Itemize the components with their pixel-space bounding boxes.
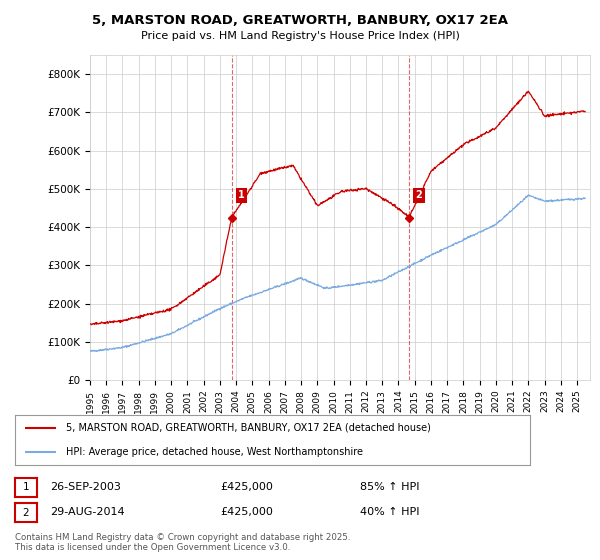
Text: 1: 1 xyxy=(23,483,29,492)
Text: 26-SEP-2003: 26-SEP-2003 xyxy=(50,482,121,492)
Text: 1: 1 xyxy=(238,190,245,200)
Text: £425,000: £425,000 xyxy=(220,482,273,492)
Text: Price paid vs. HM Land Registry's House Price Index (HPI): Price paid vs. HM Land Registry's House … xyxy=(140,31,460,41)
Text: 5, MARSTON ROAD, GREATWORTH, BANBURY, OX17 2EA (detached house): 5, MARSTON ROAD, GREATWORTH, BANBURY, OX… xyxy=(67,423,431,433)
Text: £425,000: £425,000 xyxy=(220,507,273,517)
Text: HPI: Average price, detached house, West Northamptonshire: HPI: Average price, detached house, West… xyxy=(67,447,364,457)
Text: 29-AUG-2014: 29-AUG-2014 xyxy=(50,507,125,517)
Text: 2: 2 xyxy=(23,507,29,517)
Text: 85% ↑ HPI: 85% ↑ HPI xyxy=(360,482,419,492)
Text: 2: 2 xyxy=(416,190,422,200)
Text: Contains HM Land Registry data © Crown copyright and database right 2025.
This d: Contains HM Land Registry data © Crown c… xyxy=(15,533,350,552)
Text: 40% ↑ HPI: 40% ↑ HPI xyxy=(360,507,419,517)
Text: 5, MARSTON ROAD, GREATWORTH, BANBURY, OX17 2EA: 5, MARSTON ROAD, GREATWORTH, BANBURY, OX… xyxy=(92,14,508,27)
